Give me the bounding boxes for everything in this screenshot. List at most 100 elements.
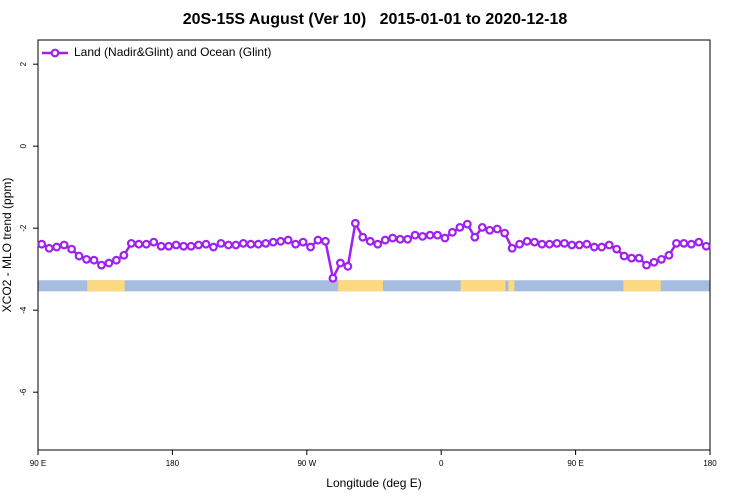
- point: [156, 241, 166, 251]
- point: [679, 238, 689, 248]
- point: [500, 228, 510, 238]
- point: [589, 242, 599, 252]
- point: [410, 230, 420, 240]
- x-tick-label: 90 E: [567, 459, 583, 468]
- y-tick-label: 0: [19, 143, 28, 148]
- point: [37, 239, 47, 249]
- point: [433, 230, 442, 240]
- land-band: [460, 280, 506, 292]
- point: [231, 240, 241, 250]
- point: [194, 240, 203, 250]
- point: [403, 234, 413, 244]
- point: [686, 239, 696, 249]
- point: [657, 254, 666, 264]
- point: [455, 222, 465, 232]
- point: [522, 236, 532, 246]
- x-tick-label: 90 E: [30, 459, 46, 468]
- point: [328, 273, 338, 283]
- point: [209, 242, 218, 252]
- point: [694, 237, 704, 247]
- point: [485, 225, 495, 235]
- point: [126, 238, 136, 248]
- point: [276, 236, 286, 246]
- land-band: [623, 280, 661, 292]
- point: [149, 237, 159, 247]
- point: [44, 243, 54, 253]
- point: [141, 239, 151, 249]
- point: [350, 218, 360, 228]
- point: [582, 239, 592, 249]
- point: [507, 243, 517, 253]
- point: [97, 260, 106, 270]
- point: [664, 250, 674, 260]
- point: [672, 238, 681, 248]
- point: [634, 253, 644, 263]
- point: [164, 241, 174, 251]
- series-line: [41, 219, 707, 283]
- point: [515, 239, 524, 249]
- point: [306, 242, 315, 252]
- point: [223, 240, 233, 250]
- point: [530, 237, 539, 247]
- point: [261, 238, 271, 248]
- point: [388, 233, 398, 243]
- point: [380, 235, 390, 245]
- point: [373, 239, 383, 249]
- point: [201, 239, 211, 249]
- point: [111, 255, 121, 265]
- point: [545, 239, 554, 249]
- y-tick-label: -6: [19, 388, 28, 396]
- point: [448, 227, 457, 237]
- point: [67, 244, 76, 254]
- x-tick-label: 0: [439, 459, 444, 468]
- land-band: [508, 280, 515, 292]
- point: [313, 235, 323, 245]
- point: [627, 253, 636, 263]
- point: [470, 232, 480, 242]
- point: [597, 242, 607, 252]
- point: [604, 240, 614, 250]
- y-axis-label: XCO2 - MLO trend (ppm): [0, 178, 14, 313]
- point: [82, 254, 91, 264]
- y-tick-label: 2: [19, 61, 28, 66]
- land-band: [87, 280, 125, 292]
- point: [418, 231, 427, 241]
- point: [619, 251, 629, 261]
- point: [134, 239, 144, 249]
- point: [343, 261, 353, 271]
- point: [246, 239, 256, 249]
- point: [186, 241, 196, 251]
- point: [358, 232, 368, 242]
- legend-marker: [50, 48, 60, 58]
- x-axis-label: Longitude (deg E): [326, 476, 421, 490]
- point: [560, 238, 569, 248]
- point: [216, 238, 226, 248]
- point: [477, 222, 487, 232]
- point: [567, 240, 577, 250]
- point: [642, 260, 651, 270]
- point: [537, 239, 547, 249]
- point: [492, 224, 502, 234]
- point: [298, 237, 308, 247]
- point: [89, 255, 99, 265]
- chart-title: 20S-15S August (Ver 10) 2015-01-01 to 20…: [183, 11, 568, 28]
- y-tick-label: -4: [19, 306, 28, 314]
- point: [649, 257, 659, 267]
- point: [253, 239, 263, 249]
- point: [171, 240, 181, 250]
- point: [365, 236, 375, 246]
- point: [336, 258, 345, 268]
- point: [321, 236, 330, 246]
- point: [574, 240, 584, 250]
- legend-label: Land (Nadir&Glint) and Ocean (Glint): [74, 45, 271, 59]
- point: [701, 241, 711, 251]
- point: [74, 251, 84, 261]
- land-band: [338, 280, 383, 292]
- point: [552, 238, 562, 248]
- point: [268, 237, 278, 247]
- x-tick-label: 180: [703, 459, 717, 468]
- x-tick-label: 180: [166, 459, 180, 468]
- point: [179, 241, 189, 251]
- x-tick-label: 90 W: [297, 459, 316, 468]
